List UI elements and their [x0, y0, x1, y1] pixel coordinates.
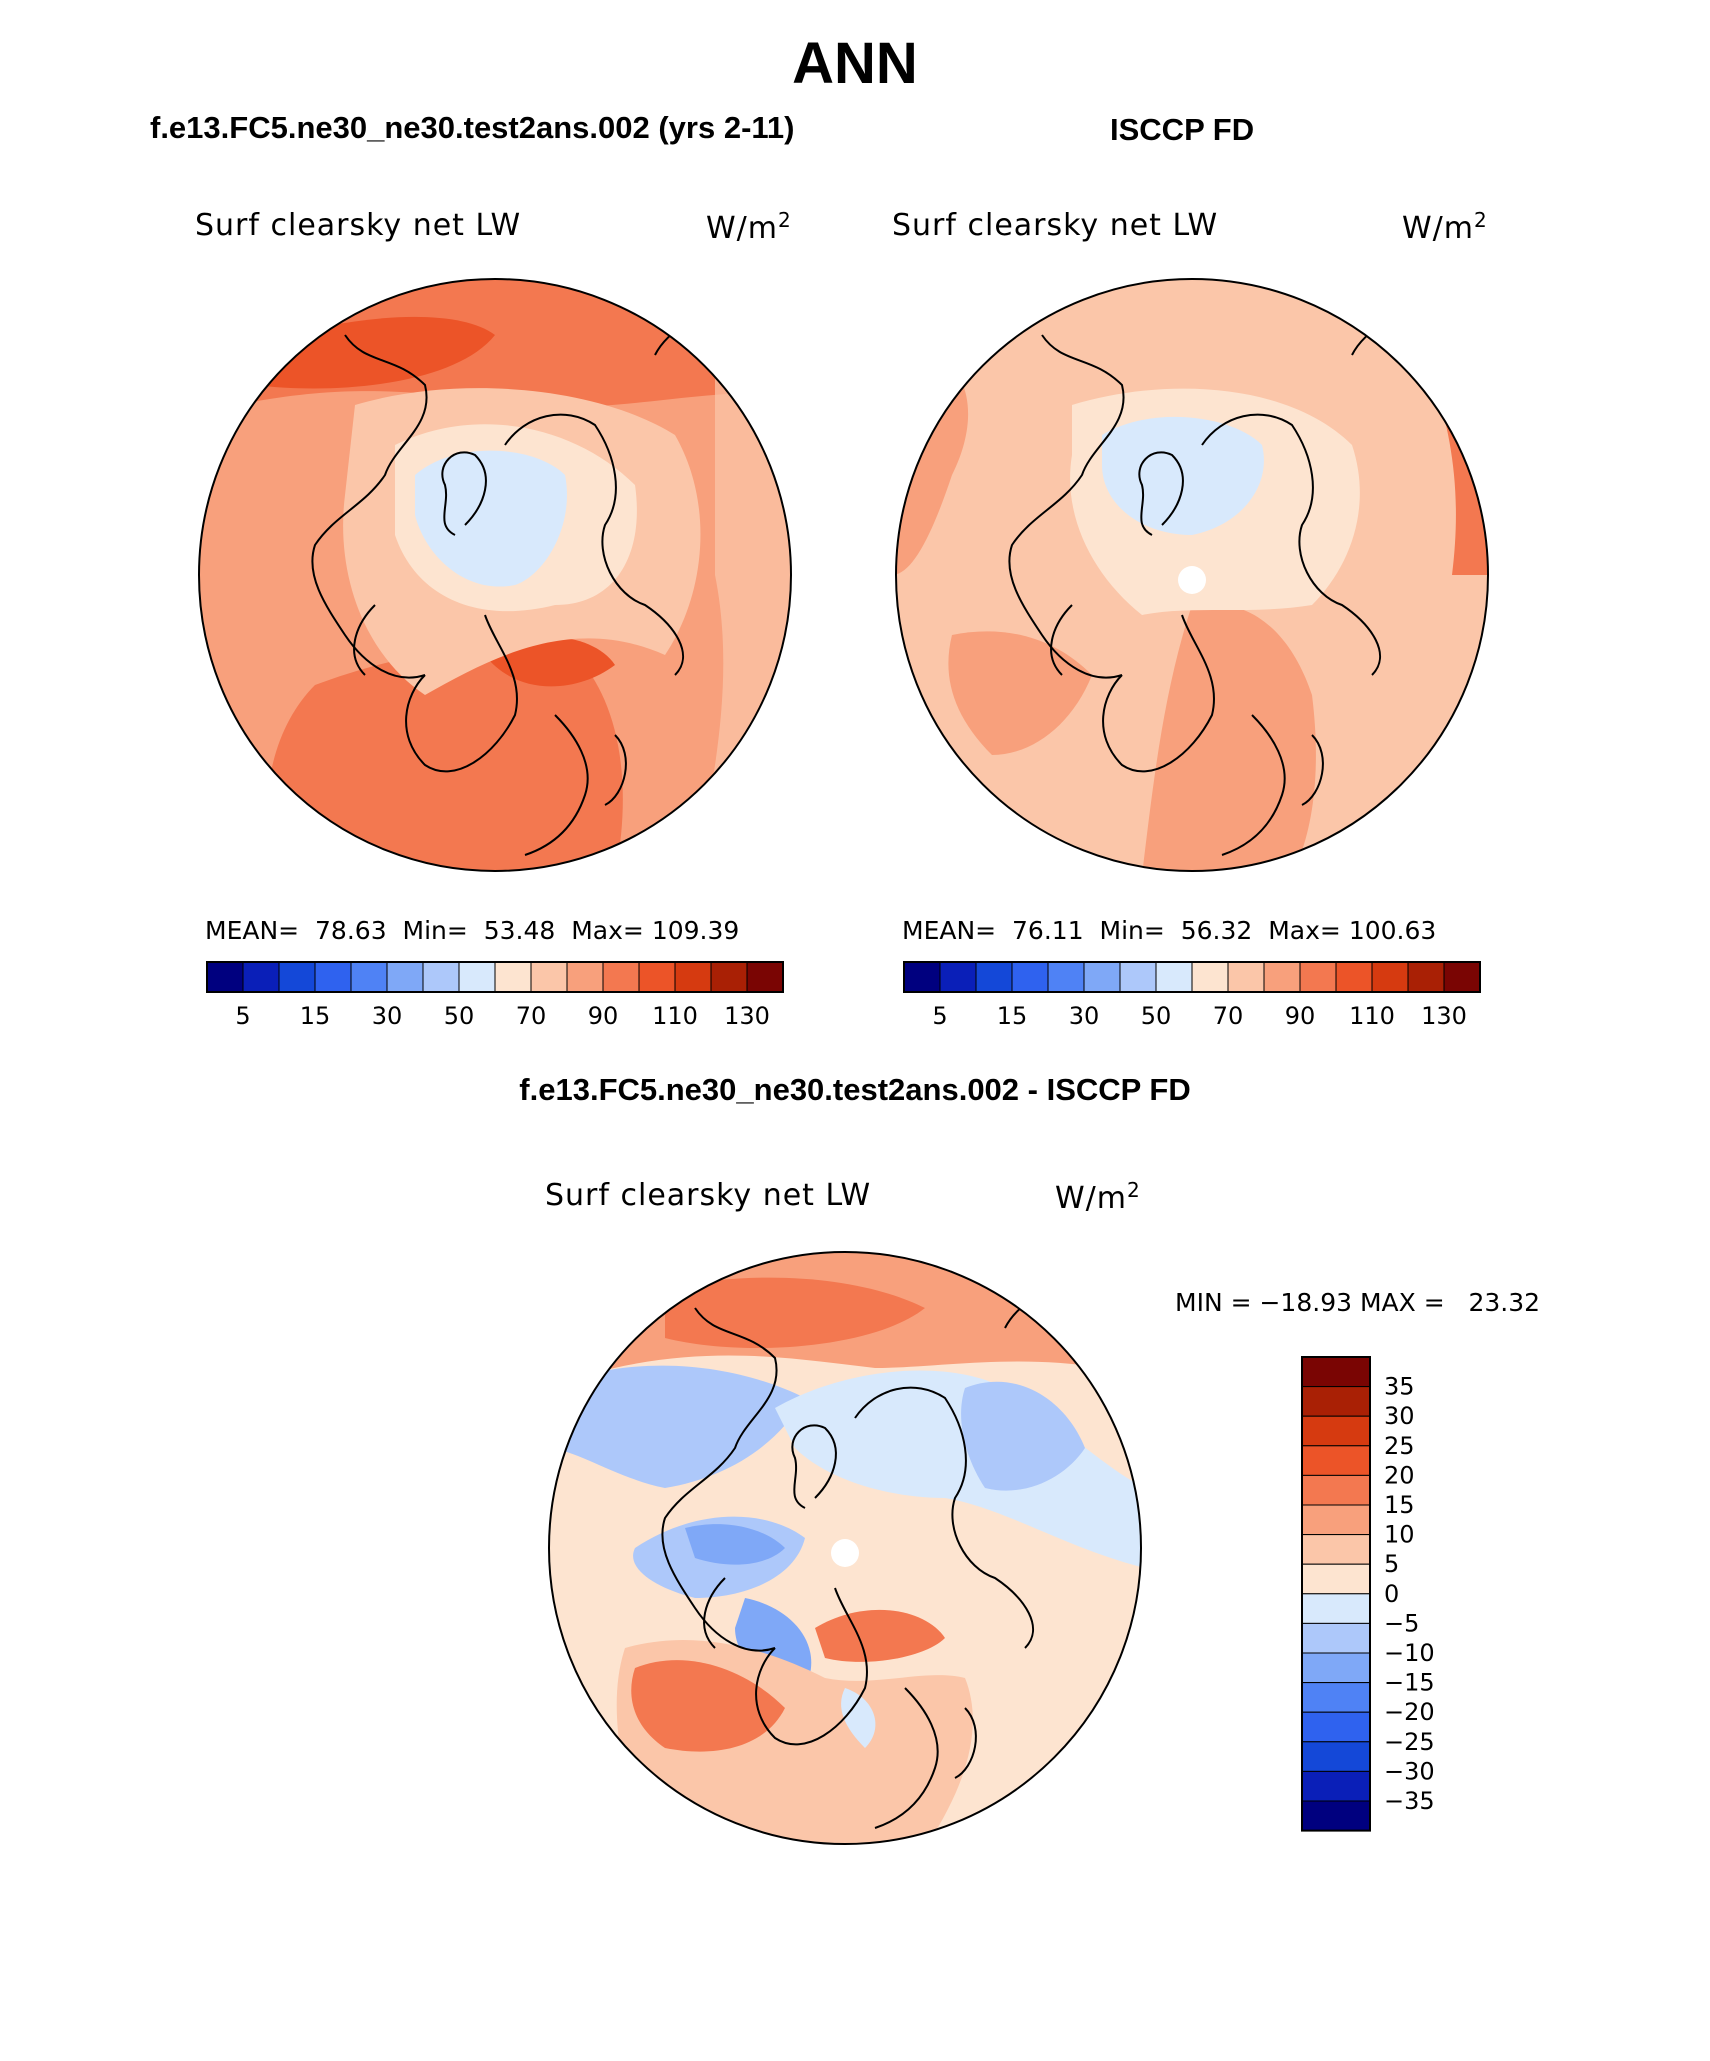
colorbar-swatch [1301, 1356, 1371, 1388]
colorbar-tick-label: 5 [1384, 1550, 1399, 1578]
colorbar-swatch [1407, 961, 1445, 993]
panel-obs-title: ISCCP FD [1110, 112, 1255, 147]
colorbar-tick-label: 15 [300, 1002, 331, 1030]
colorbar-swatch [1301, 1415, 1371, 1447]
colorbar-swatch [1301, 1386, 1371, 1417]
colorbar-swatch [458, 961, 496, 993]
panel-obs-colorbar: 5 15 30 50 70 90 110 130 [903, 961, 1481, 1030]
colorbar-swatch [1301, 1622, 1371, 1654]
colorbar-tick-label: 30 [1069, 1002, 1100, 1030]
colorbar-swatch [278, 961, 316, 993]
colorbar-tick-label: −10 [1384, 1639, 1435, 1667]
colorbar-swatch [1301, 1534, 1371, 1565]
colorbar-tick-label: −30 [1384, 1757, 1435, 1785]
colorbar-swatch [1119, 961, 1157, 993]
panel-obs-units: W/m2 [1402, 208, 1488, 246]
panel-model-map [198, 278, 792, 872]
colorbar-swatch [1227, 961, 1265, 993]
colorbar-swatch [1301, 1504, 1371, 1536]
panel-model-title: f.e13.FC5.ne30_ne30.test2ans.002 (yrs 2-… [150, 110, 795, 145]
colorbar-tick-label: −5 [1384, 1609, 1419, 1637]
colorbar-tick-label: 15 [1384, 1491, 1415, 1519]
colorbar-swatch [1371, 961, 1409, 993]
colorbar-tick-label: 70 [1213, 1002, 1244, 1030]
colorbar-swatch [1301, 1445, 1371, 1476]
difference-minmax: MIN = −18.93 MAX = 23.32 [1175, 1288, 1541, 1317]
colorbar-swatch [1301, 1652, 1371, 1684]
difference-map [548, 1251, 1142, 1845]
panel-obs-variable: Surf clearsky net LW [892, 208, 1219, 243]
colorbar-swatch [1155, 961, 1193, 993]
colorbar-tick-label: −35 [1384, 1787, 1435, 1815]
colorbar-swatch [975, 961, 1013, 993]
colorbar-swatch [242, 961, 280, 993]
difference-variable: Surf clearsky net LW [545, 1178, 872, 1213]
difference-title: f.e13.FC5.ne30_ne30.test2ans.002 - ISCCP… [519, 1072, 1191, 1107]
colorbar-swatch [1443, 961, 1481, 993]
colorbar-swatch [1301, 1563, 1371, 1595]
panel-obs-map [895, 278, 1489, 872]
colorbar-tick-label: 0 [1384, 1580, 1399, 1608]
colorbar-tick-label: 20 [1384, 1461, 1415, 1489]
colorbar-tick-label: −15 [1384, 1669, 1435, 1697]
panel-model-variable: Surf clearsky net LW [195, 208, 522, 243]
colorbar-swatch [386, 961, 424, 993]
colorbar-tick-label: 130 [1421, 1002, 1467, 1030]
colorbar-swatch [1047, 961, 1085, 993]
colorbar-swatch [903, 961, 941, 993]
colorbar-tick-label: 5 [932, 1002, 947, 1030]
colorbar-tick-label: 110 [652, 1002, 698, 1030]
colorbar-swatch [350, 961, 388, 993]
colorbar-tick-label: 50 [444, 1002, 475, 1030]
colorbar-swatch [566, 961, 604, 993]
panel-model-units: W/m2 [706, 208, 792, 246]
colorbar-tick-label: 25 [1384, 1432, 1415, 1460]
colorbar-tick-label: 10 [1384, 1521, 1415, 1549]
colorbar-tick-label: 90 [1285, 1002, 1316, 1030]
colorbar-swatch [710, 961, 748, 993]
colorbar-swatch [638, 961, 676, 993]
colorbar-tick-label: −20 [1384, 1698, 1435, 1726]
colorbar-swatch [422, 961, 460, 993]
colorbar-tick-label: −25 [1384, 1728, 1435, 1756]
colorbar-swatch [1299, 961, 1337, 993]
colorbar-swatch [1301, 1682, 1371, 1713]
colorbar-swatch [314, 961, 352, 993]
colorbar-swatch [939, 961, 977, 993]
colorbar-tick-label: 110 [1349, 1002, 1395, 1030]
colorbar-tick-label: 30 [1384, 1402, 1415, 1430]
colorbar-swatch [1301, 1593, 1371, 1624]
colorbar-swatch [206, 961, 244, 993]
colorbar-swatch [602, 961, 640, 993]
colorbar-tick-label: 70 [516, 1002, 547, 1030]
colorbar-swatch [1301, 1474, 1371, 1506]
colorbar-tick-label: 15 [997, 1002, 1028, 1030]
colorbar-swatch [1301, 1711, 1371, 1743]
colorbar-tick-label: 90 [588, 1002, 619, 1030]
colorbar-tick-label: 30 [372, 1002, 403, 1030]
colorbar-swatch [1263, 961, 1301, 993]
colorbar-swatch [1083, 961, 1121, 993]
colorbar-swatch [530, 961, 568, 993]
panel-model-stats: MEAN= 78.63 Min= 53.48 Max= 109.39 [205, 916, 740, 945]
colorbar-swatch [1335, 961, 1373, 993]
colorbar-tick-label: 5 [235, 1002, 250, 1030]
colorbar-swatch [1301, 1741, 1371, 1772]
colorbar-swatch [674, 961, 712, 993]
colorbar-swatch [746, 961, 784, 993]
colorbar-tick-label: 130 [724, 1002, 770, 1030]
colorbar-swatch [1011, 961, 1049, 993]
colorbar-tick-label: 50 [1141, 1002, 1172, 1030]
main-title: ANN [792, 31, 918, 96]
panel-obs-stats: MEAN= 76.11 Min= 56.32 Max= 100.63 [902, 916, 1437, 945]
colorbar-swatch [1191, 961, 1229, 993]
colorbar-tick-label: 35 [1384, 1373, 1415, 1401]
colorbar-swatch [494, 961, 532, 993]
colorbar-swatch [1301, 1770, 1371, 1802]
panel-model-colorbar: 5 15 30 50 70 90 110 130 [206, 961, 784, 1030]
colorbar-swatch [1301, 1800, 1371, 1832]
difference-units: W/m2 [1055, 1178, 1141, 1216]
